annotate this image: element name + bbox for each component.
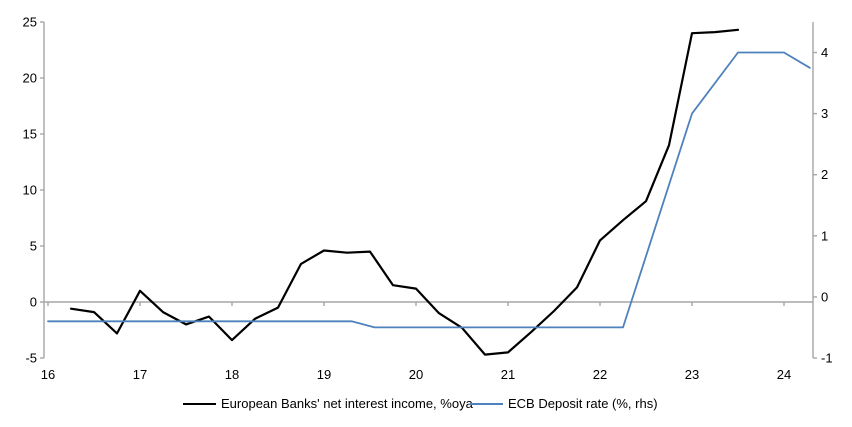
left-axis-tick-label: 25 <box>23 15 37 30</box>
left-axis-tick-label: 5 <box>30 239 37 254</box>
right-axis-tick-label: 1 <box>821 228 828 243</box>
x-axis-tick-label: 23 <box>685 367 699 382</box>
left-axis-tick-label: 0 <box>30 295 37 310</box>
ecb-deposit-rate-line <box>47 51 811 329</box>
right-axis-tick-label: 0 <box>821 289 828 304</box>
left-axis-tick-label: -5 <box>25 351 37 366</box>
x-axis-tick-label: 20 <box>409 367 423 382</box>
left-axis-tick-label: 20 <box>23 71 37 86</box>
right-axis-tick-label: 3 <box>821 106 828 121</box>
right-axis-tick-label: 2 <box>821 167 828 182</box>
right-axis-tick-label: 4 <box>821 45 828 60</box>
right-axis-tick-label: -1 <box>821 351 833 366</box>
x-axis-tick-label: 24 <box>777 367 791 382</box>
x-axis-tick-label: 22 <box>593 367 607 382</box>
x-axis-tick-label: 17 <box>133 367 147 382</box>
x-axis-tick-label: 16 <box>41 367 55 382</box>
left-axis-tick-label: 15 <box>23 127 37 142</box>
x-axis-tick-label: 19 <box>317 367 331 382</box>
x-axis-tick-label: 21 <box>501 367 515 382</box>
x-axis-tick-label: 18 <box>225 367 239 382</box>
net-interest-income-line <box>69 28 740 356</box>
left-axis-tick-label: 10 <box>23 183 37 198</box>
